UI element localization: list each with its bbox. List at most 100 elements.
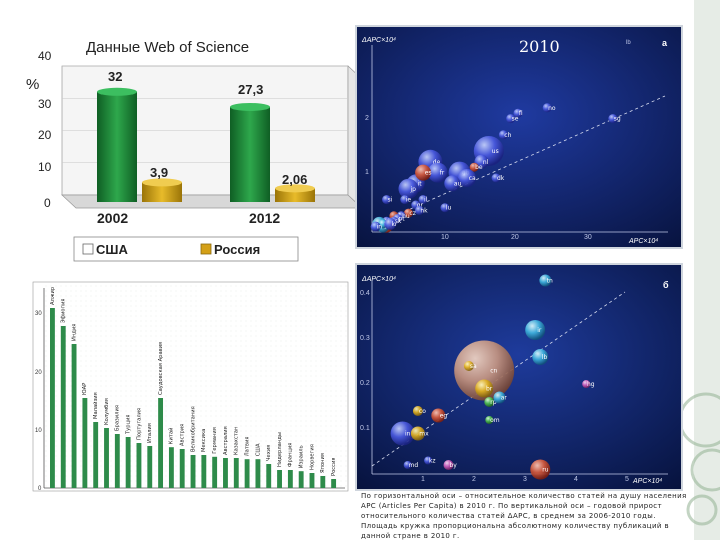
bubble-label: fr xyxy=(440,170,445,177)
wos-bar-top-russia-2012 xyxy=(275,184,315,193)
wos-bar-chart xyxy=(61,65,363,209)
country-bar xyxy=(93,422,99,488)
bubble-hk xyxy=(414,205,424,215)
bubble-a-year: 2010 xyxy=(519,37,560,56)
bubble-ca xyxy=(457,169,476,187)
bubble-label: il xyxy=(424,197,428,204)
wos-label-russia-2012: 2,06 xyxy=(282,172,307,187)
bubble-si xyxy=(382,195,392,205)
wos-ytick-20: 20 xyxy=(38,128,52,142)
country-bar xyxy=(114,434,120,488)
country-bar-label: ЮАР xyxy=(82,383,88,395)
bubble-il xyxy=(418,195,428,205)
bubble-a-xtick-30: 30 xyxy=(584,234,592,241)
country-bar-label: Франция xyxy=(288,443,294,467)
country-bar-label: Бразилия xyxy=(115,405,121,431)
bubble-hg xyxy=(582,380,591,388)
bubble-label: si xyxy=(388,197,393,204)
bubble-au xyxy=(444,175,461,192)
country-bar-label: Япония xyxy=(320,453,326,473)
bubble-label: it xyxy=(418,180,423,187)
bubble-label: co xyxy=(419,408,426,415)
bubble-label: eg xyxy=(440,413,448,420)
country-bar-label: Австралия xyxy=(223,426,229,455)
bubble-ie xyxy=(400,195,410,205)
country-bar-label: Саудовская Аравия xyxy=(158,342,164,395)
bubble-a-corner-label: lb xyxy=(626,40,631,46)
bubble-label: sg xyxy=(614,116,621,123)
bubble-chart-b-frame xyxy=(355,263,683,491)
country-bar xyxy=(266,464,272,488)
bubble-mx xyxy=(410,426,425,441)
country-bar-label: Турция xyxy=(125,414,131,435)
country-bar-label: Мексика xyxy=(201,429,207,452)
bubble-label: no xyxy=(548,105,556,112)
bubble-md xyxy=(403,461,412,469)
bubble-by xyxy=(443,460,454,470)
bubble-be xyxy=(469,162,479,172)
bubble-b-xtick-1: 1 xyxy=(421,476,425,483)
bubble-cz xyxy=(404,208,413,218)
country-bar xyxy=(50,308,55,488)
country-bar xyxy=(309,473,315,488)
country-bar xyxy=(201,455,207,488)
wos-label-russia-2002: 3,9 xyxy=(150,165,168,180)
bubble-a-panel-letter: a xyxy=(662,38,668,48)
country-ytick-0: 0 xyxy=(38,486,42,492)
legend-label-russia: Россия xyxy=(214,242,260,257)
wos-ytick-0: 0 xyxy=(44,196,51,210)
bubble-label: mx xyxy=(419,431,429,438)
country-bar-label: Норвегия xyxy=(309,444,315,470)
bubble-b-ytick-03: 0.3 xyxy=(360,335,370,342)
bubble-a-xtick-10: 10 xyxy=(441,234,449,241)
country-bar xyxy=(158,398,164,488)
country-bar xyxy=(82,398,88,488)
legend-swatch-usa xyxy=(82,243,94,255)
bubble-a-ytick-1: 1 xyxy=(365,169,369,176)
bubble-label: ru xyxy=(542,467,548,474)
bubble-label: tn xyxy=(547,278,553,285)
bubble-label: md xyxy=(409,462,419,469)
wos-bar-top-usa-2012 xyxy=(230,102,270,111)
bubble-b-ytick-04: 0.4 xyxy=(360,290,370,297)
country-bars: Алжир Эфиопия Индия ЮАР Малайзия Колумбия Браз… xyxy=(50,286,337,488)
country-bar-label: Нидерланды xyxy=(277,432,283,467)
country-bar xyxy=(179,449,185,488)
country-bar xyxy=(331,479,337,488)
bubble-eg xyxy=(431,408,446,423)
country-bar xyxy=(320,476,326,488)
bubble-label: ca xyxy=(469,175,476,182)
country-bar-label: Чехия xyxy=(266,445,272,461)
bubble-label: be xyxy=(475,164,483,171)
bubble-ar xyxy=(493,391,506,404)
country-bar xyxy=(168,447,174,488)
country-ytick-30: 30 xyxy=(35,311,42,317)
bubble-in xyxy=(370,221,381,232)
bubble-b-panel-letter: б xyxy=(663,280,669,290)
bubble-label: nl xyxy=(483,159,489,166)
bubble-label: by xyxy=(450,462,458,469)
bubble-label: in xyxy=(405,431,411,438)
wos-chart-title: Данные Web of Science xyxy=(86,39,249,56)
country-bar xyxy=(212,456,218,488)
country-bar-label: Алжир xyxy=(50,286,56,305)
bubble-label: kr xyxy=(391,221,397,228)
country-bar xyxy=(60,326,66,488)
bubble-label: lu xyxy=(446,205,452,212)
bubble-br xyxy=(475,379,494,398)
wos-bar-russia-2002 xyxy=(142,182,182,202)
bubble-label: de xyxy=(433,159,441,166)
bubble-kz xyxy=(424,456,433,465)
country-bar xyxy=(71,344,77,488)
right-edge-decoration xyxy=(694,0,720,540)
bubble-om xyxy=(485,416,494,424)
bubble-b-x-label: APC×10⁴ xyxy=(632,478,662,485)
bubble-label: cn xyxy=(490,368,497,375)
bubble-label: us xyxy=(492,148,499,155)
country-ytick-20: 20 xyxy=(35,370,42,376)
bubble-fr xyxy=(427,162,448,183)
bubble-label: ir xyxy=(537,327,542,334)
bubble-se xyxy=(506,114,516,124)
bubble-label: ie xyxy=(406,197,412,204)
country-bar xyxy=(136,443,142,488)
